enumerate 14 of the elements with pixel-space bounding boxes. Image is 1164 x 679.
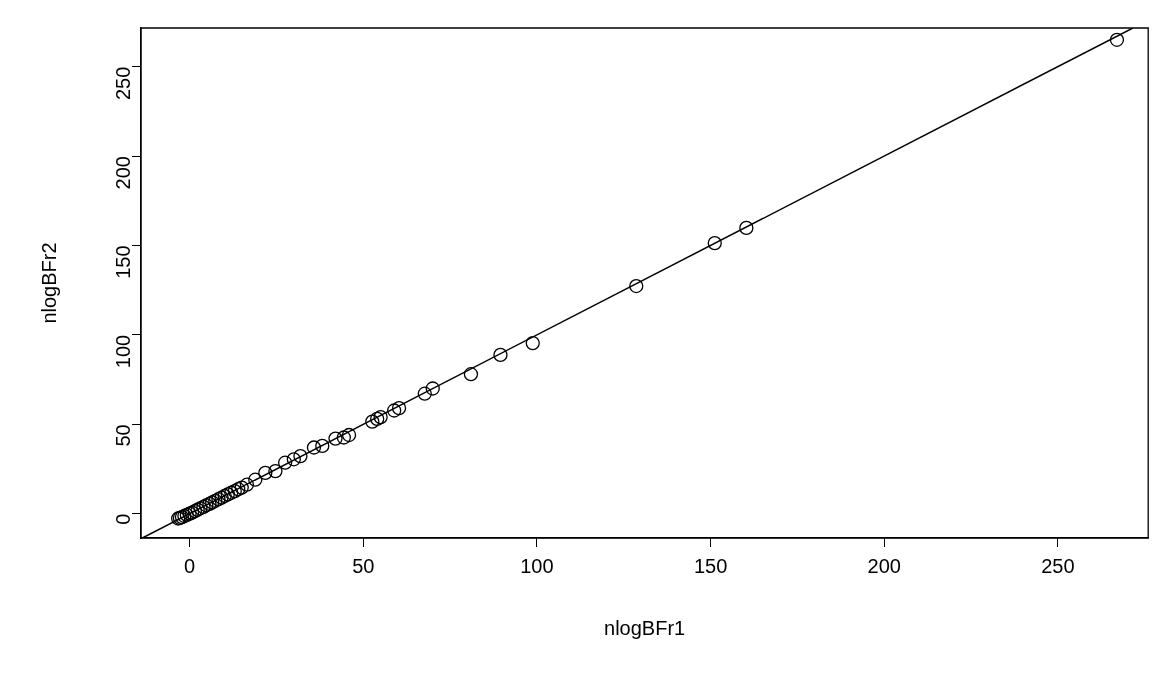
y-tick-label: 250 — [111, 66, 134, 100]
y-tick-label: 50 — [111, 424, 134, 447]
x-tick-label: 100 — [520, 554, 554, 577]
y-tick-label: 0 — [111, 513, 134, 525]
y-tick-label: 100 — [111, 334, 134, 369]
y-axis-title: nlogBFr2 — [37, 242, 60, 324]
x-tick-label: 150 — [693, 554, 728, 577]
y-tick-label: 200 — [111, 156, 134, 190]
x-tick-label: 200 — [867, 554, 901, 577]
x-axis-title: nlogBFr1 — [604, 616, 686, 639]
x-tick-label: 0 — [184, 554, 196, 577]
x-tick-label: 250 — [1041, 554, 1075, 577]
y-tick-label: 150 — [111, 245, 134, 279]
x-tick-label: 50 — [352, 554, 375, 577]
